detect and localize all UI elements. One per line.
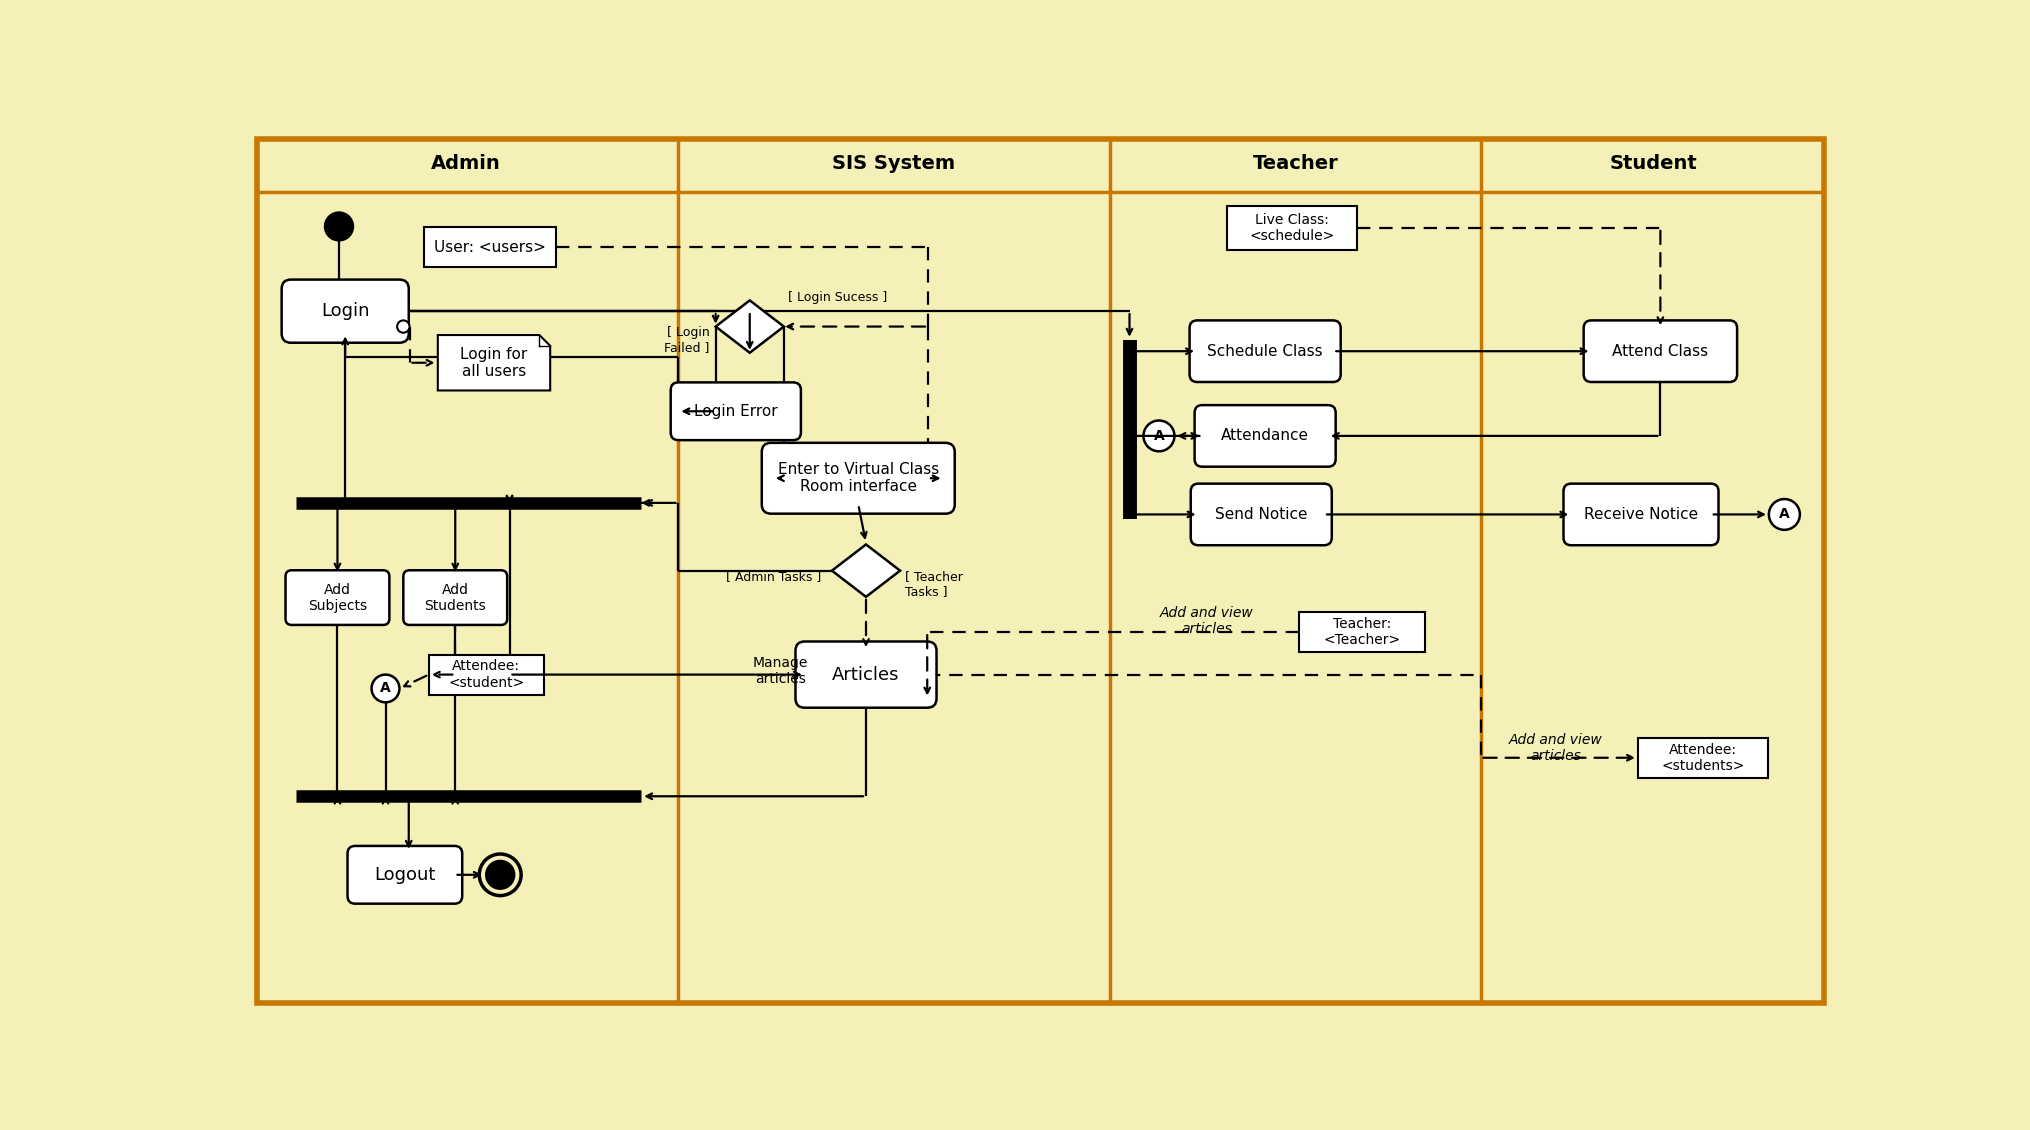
Text: Send Notice: Send Notice <box>1216 507 1307 522</box>
FancyBboxPatch shape <box>404 571 508 625</box>
Bar <box>428 654 544 695</box>
Text: Schedule Class: Schedule Class <box>1208 344 1324 358</box>
Circle shape <box>398 321 410 332</box>
FancyBboxPatch shape <box>1583 321 1738 382</box>
Bar <box>1228 207 1358 250</box>
Text: Login: Login <box>321 302 369 320</box>
Text: Student: Student <box>1610 154 1697 173</box>
Text: Attend Class: Attend Class <box>1612 344 1709 358</box>
Bar <box>424 227 556 268</box>
Text: Add
Subjects: Add Subjects <box>309 582 367 612</box>
FancyBboxPatch shape <box>1190 321 1340 382</box>
FancyBboxPatch shape <box>1563 484 1719 546</box>
Text: Articles: Articles <box>832 666 899 684</box>
Text: Add and view
articles: Add and view articles <box>1159 606 1255 636</box>
Text: A: A <box>1153 429 1165 443</box>
Bar <box>1638 738 1768 777</box>
Text: Login Error: Login Error <box>694 403 777 419</box>
Text: [ Admin Tasks ]: [ Admin Tasks ] <box>727 571 820 583</box>
FancyBboxPatch shape <box>347 846 463 904</box>
Text: [ Teacher
Tasks ]: [ Teacher Tasks ] <box>905 571 962 599</box>
Text: Add
Students: Add Students <box>424 582 485 612</box>
FancyBboxPatch shape <box>1192 484 1332 546</box>
Text: Attendance: Attendance <box>1222 428 1309 443</box>
Bar <box>1299 612 1425 652</box>
FancyBboxPatch shape <box>282 279 408 342</box>
Text: A: A <box>380 681 392 695</box>
Text: Teacher: Teacher <box>1253 154 1338 173</box>
FancyBboxPatch shape <box>286 571 390 625</box>
Text: [ Login
Failed ]: [ Login Failed ] <box>664 327 708 355</box>
FancyBboxPatch shape <box>796 642 936 707</box>
Polygon shape <box>717 301 784 353</box>
Text: Attendee:
<student>: Attendee: <student> <box>449 660 524 689</box>
Circle shape <box>1768 499 1801 530</box>
Circle shape <box>487 861 514 888</box>
Text: Add and view
articles: Add and view articles <box>1508 732 1602 763</box>
Text: Admin: Admin <box>430 154 501 173</box>
FancyBboxPatch shape <box>1194 405 1336 467</box>
Circle shape <box>371 675 400 703</box>
Text: Enter to Virtual Class
Room interface: Enter to Virtual Class Room interface <box>777 462 938 495</box>
Text: Teacher:
<Teacher>: Teacher: <Teacher> <box>1324 617 1401 647</box>
Text: Manage
articles: Manage articles <box>753 655 808 686</box>
Text: Live Class:
<schedule>: Live Class: <schedule> <box>1250 212 1336 243</box>
FancyBboxPatch shape <box>761 443 954 514</box>
Polygon shape <box>832 545 899 597</box>
Polygon shape <box>438 334 550 391</box>
Text: Attendee:
<students>: Attendee: <students> <box>1661 742 1744 773</box>
Circle shape <box>1143 420 1175 451</box>
Circle shape <box>325 212 353 241</box>
Text: Receive Notice: Receive Notice <box>1583 507 1697 522</box>
Text: User: <users>: User: <users> <box>434 240 546 254</box>
Text: Logout: Logout <box>374 866 436 884</box>
Text: A: A <box>1778 507 1790 521</box>
Text: Login for
all users: Login for all users <box>461 347 528 379</box>
Text: [ Login Sucess ]: [ Login Sucess ] <box>788 290 887 304</box>
FancyBboxPatch shape <box>670 382 802 440</box>
Text: SIS System: SIS System <box>832 154 956 173</box>
